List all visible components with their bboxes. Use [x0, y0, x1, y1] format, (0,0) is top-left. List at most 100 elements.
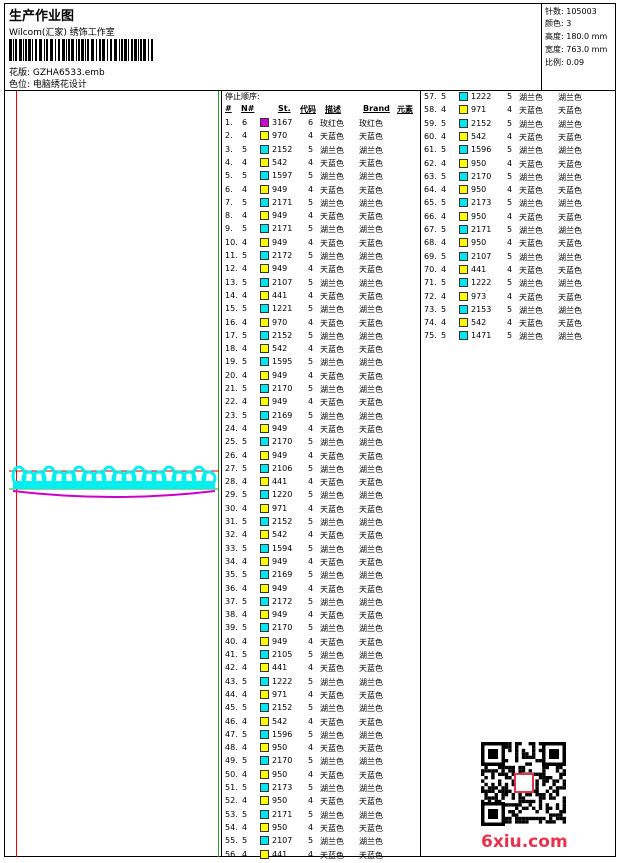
brand-name: 天蓝色: [359, 557, 383, 567]
color-code: 1222: [272, 676, 293, 686]
color-swatch: [260, 211, 269, 221]
stitch-type: 5: [308, 437, 314, 447]
needle-number: 4: [242, 849, 248, 859]
stitch-type: 4: [308, 211, 314, 221]
color-swatch: [260, 796, 269, 806]
needle-number: 4: [242, 556, 248, 566]
stop-index: 8.: [225, 211, 233, 221]
color-code: 1222: [471, 278, 492, 288]
color-code: 542: [272, 344, 288, 354]
color-code: 949: [272, 610, 288, 620]
color-swatch: [260, 410, 269, 420]
color-description: 天蓝色: [320, 398, 344, 408]
color-code: 1220: [272, 490, 293, 500]
stitch-type: 4: [308, 370, 314, 380]
brand-name: 天蓝色: [359, 611, 383, 621]
stitch-type: 4: [308, 796, 314, 806]
stitch-type: 4: [308, 397, 314, 407]
color-swatch: [260, 184, 269, 194]
color-description: 湖兰色: [519, 119, 543, 129]
brand-name: 湖兰色: [359, 411, 383, 421]
color-swatch: [260, 197, 269, 207]
brand-name: 天蓝色: [359, 717, 383, 727]
stop-index: 11.: [225, 251, 238, 260]
stop-list-left: 停止顺序: # N# St. 代码 描述 Brand 元素 1. 6 3167 6 玫红…: [222, 91, 421, 860]
color-description: 天蓝色: [320, 557, 344, 567]
needle-number: 4: [441, 131, 447, 141]
color-code: 949: [272, 184, 288, 194]
color-description: 天蓝色: [320, 158, 344, 168]
brand-name: 湖兰色: [359, 438, 383, 448]
needle-number: 4: [441, 158, 447, 168]
color-code: 441: [272, 849, 288, 859]
stitch-type: 5: [308, 384, 314, 393]
color-description: 湖兰色: [320, 305, 344, 315]
color-code: 2172: [272, 251, 293, 260]
color-code: 950: [471, 211, 487, 221]
stop-index: 68.: [424, 238, 437, 248]
brand-name: 湖兰色: [359, 544, 383, 554]
stop-index: 34.: [225, 556, 238, 566]
needle-number: 5: [441, 251, 447, 261]
needle-number: 5: [242, 623, 248, 633]
color-description: 湖兰色: [320, 624, 344, 634]
needle-number: 5: [441, 118, 447, 128]
needle-number: 4: [242, 237, 248, 247]
stitch-type: 5: [507, 92, 513, 101]
color-description: 天蓝色: [320, 265, 344, 275]
brand-name: 湖兰色: [558, 332, 582, 342]
color-code: 1594: [272, 543, 293, 553]
stitch-type: 5: [308, 783, 314, 792]
needle-number: 5: [242, 836, 248, 846]
stitch-type: 5: [308, 197, 314, 207]
stitch-type: 5: [308, 623, 314, 633]
needle-number: 4: [242, 769, 248, 779]
stitch-type: 5: [308, 596, 314, 606]
needle-number: 5: [242, 277, 248, 287]
brand-name: 天蓝色: [359, 637, 383, 647]
color-code: 950: [272, 822, 288, 832]
needle-number: 5: [441, 278, 447, 288]
stitch-type: 4: [308, 450, 314, 460]
guide-line-red: [16, 91, 17, 857]
color-description: 天蓝色: [320, 345, 344, 355]
stop-index: 6.: [225, 184, 233, 194]
color-swatch: [260, 277, 269, 287]
stop-index: 73.: [424, 304, 437, 314]
color-position: 色位: 电脑绣花设计: [9, 80, 87, 90]
color-description: 湖兰色: [320, 784, 344, 793]
stop-index: 31.: [225, 517, 238, 526]
stitch-type: 5: [308, 330, 314, 340]
color-code: 2171: [272, 197, 293, 207]
stop-index: 37.: [225, 596, 238, 606]
stitch-type: 4: [308, 743, 314, 753]
stitch-count: 针数: 105003: [545, 7, 597, 16]
needle-number: 4: [242, 184, 248, 194]
header-element: 元素: [397, 105, 413, 114]
needle-number: 5: [242, 357, 248, 367]
stop-index: 50.: [225, 769, 238, 779]
color-swatch: [260, 783, 269, 792]
color-code: 1222: [471, 92, 492, 101]
stitch-type: 4: [308, 317, 314, 327]
color-description: 天蓝色: [519, 212, 543, 222]
color-swatch: [260, 357, 269, 367]
stitch-type: 5: [308, 171, 314, 181]
color-code: 2107: [272, 277, 293, 287]
stop-index: 71.: [424, 278, 437, 288]
color-description: 天蓝色: [320, 637, 344, 647]
color-swatch: [260, 317, 269, 327]
needle-number: 5: [242, 650, 248, 659]
brand-name: 天蓝色: [558, 292, 582, 302]
stop-index: 40.: [225, 636, 238, 646]
color-swatch: [260, 171, 269, 181]
stop-index: 38.: [225, 610, 238, 620]
design-height: 高度: 180.0 mm: [545, 32, 608, 41]
color-description: 天蓝色: [320, 797, 344, 807]
stop-index: 65.: [424, 198, 437, 208]
stitch-type: 4: [308, 610, 314, 620]
needle-number: 5: [242, 729, 248, 739]
color-swatch: [260, 423, 269, 433]
color-description: 湖兰色: [320, 810, 344, 820]
stitch-type: 4: [308, 477, 314, 487]
